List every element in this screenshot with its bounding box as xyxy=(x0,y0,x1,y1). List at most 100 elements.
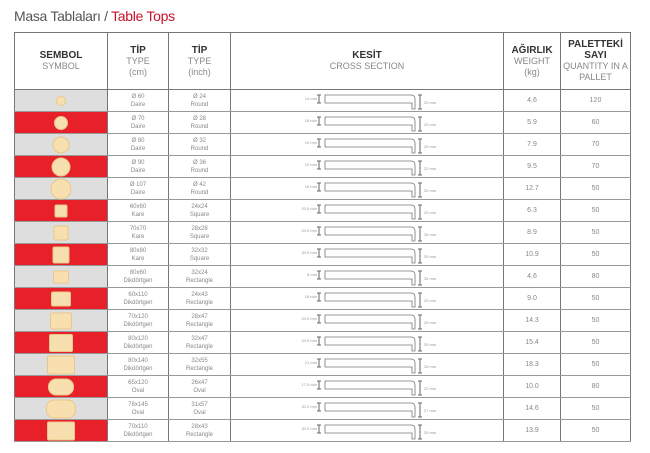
top-thickness-label: 30.2 mm xyxy=(301,404,317,409)
cross-section-drawing: 18 mm 25 mm xyxy=(305,116,437,131)
table-row: 70x120 Dikdörtgen 28x47 Rectangle 20.5 mm … xyxy=(14,309,631,332)
weight-cell: 7.9 xyxy=(503,133,561,156)
table-row: 80x60 Dikdörtgen 32x24 Rectangle 8 mm 35 m… xyxy=(14,265,631,288)
type-inch-cell: 28x28 Square xyxy=(168,221,231,244)
cross-section-drawing: 18 mm 25 mm xyxy=(305,292,437,307)
type-inch-cell: 28x43 Rectangle xyxy=(168,419,231,442)
symbol-cell xyxy=(14,375,108,398)
weight-cell: 14.6 xyxy=(503,397,561,420)
cross-section-drawing: 18 mm 30 mm xyxy=(305,182,437,197)
edge-thickness-label: 35 mm xyxy=(424,342,437,347)
top-thickness-label: 30.5 mm xyxy=(301,250,317,255)
type-cm-cell: 80x80 Kare xyxy=(107,243,169,266)
type-cm-cell: 78x145 Oval xyxy=(107,397,169,420)
top-thickness-label: 17.5 mm xyxy=(301,382,317,387)
symbol-cell xyxy=(14,265,108,288)
cross-section-cell: 30.2 mm 27 mm xyxy=(230,397,504,420)
cross-section-cell: 20.5 mm 25 mm xyxy=(230,199,504,222)
edge-thickness-label: 25 mm xyxy=(424,144,437,149)
weight-cell: 4.6 xyxy=(503,265,561,288)
cross-section-cell: 10 mm 22 mm xyxy=(230,155,504,178)
cross-section-drawing: 21 mm 28 mm xyxy=(305,358,437,373)
oval-symbol xyxy=(46,399,76,418)
weight-cell: 9.0 xyxy=(503,287,561,310)
pallet-qty-cell: 70 xyxy=(560,133,631,156)
weight-cell: 10.0 xyxy=(503,375,561,398)
cross-section-cell: 20.5 mm 25 mm xyxy=(230,309,504,332)
title-en: Table Tops xyxy=(111,8,175,24)
rect-symbol xyxy=(49,333,73,352)
top-thickness-label: 20.5 mm xyxy=(301,228,317,233)
symbol-cell xyxy=(14,353,108,376)
type-inch-cell: 32x32 Square xyxy=(168,243,231,266)
pallet-qty-cell: 50 xyxy=(560,221,631,244)
cross-section-cell: 30.2 mm 30 mm xyxy=(230,419,504,442)
type-inch-cell: Ø 42 Round xyxy=(168,177,231,200)
symbol-cell xyxy=(14,419,108,442)
weight-cell: 9.5 xyxy=(503,155,561,178)
edge-thickness-label: 30 mm xyxy=(424,188,437,193)
table-row: Ø 70 Daire Ø 28 Round 18 mm 25 mm 5.9 60 xyxy=(14,111,631,134)
table-row: 80x120 Dikdörtgen 32x47 Rectangle 20.5 mm … xyxy=(14,331,631,354)
symbol-cell xyxy=(14,111,108,134)
type-cm-cell: Ø 80 Daire xyxy=(107,133,169,156)
weight-cell: 15.4 xyxy=(503,331,561,354)
weight-cell: 10.9 xyxy=(503,243,561,266)
pallet-qty-cell: 50 xyxy=(560,353,631,376)
edge-thickness-label: 35 mm xyxy=(424,254,437,259)
cross-section-drawing: 20.5 mm 25 mm xyxy=(301,314,437,329)
top-thickness-label: 18 mm xyxy=(305,294,318,299)
type-cm-cell: Ø 70 Daire xyxy=(107,111,169,134)
cross-section-drawing: 30.5 mm 35 mm xyxy=(301,248,437,263)
pallet-qty-cell: 50 xyxy=(560,199,631,222)
table-row: 80x140 Dikdörtgen 32x55 Rectangle 21 mm 28… xyxy=(14,353,631,376)
pallet-qty-cell: 50 xyxy=(560,243,631,266)
header-symbol: SEMBOL SYMBOL xyxy=(14,32,108,90)
rect-symbol xyxy=(51,291,71,306)
symbol-cell xyxy=(14,287,108,310)
pallet-qty-cell: 50 xyxy=(560,331,631,354)
type-cm-cell: 80x60 Dikdörtgen xyxy=(107,265,169,288)
cross-section-drawing: 20.5 mm 35 mm xyxy=(301,226,437,241)
table-tops-table: SEMBOL SYMBOL TİP TYPE (cm) TİP TYPE (inch) K… xyxy=(14,32,631,442)
table-row: Ø 90 Daire Ø 36 Round 10 mm 22 mm 9.5 70 xyxy=(14,155,631,178)
cross-section-drawing: 20.5 mm 35 mm xyxy=(301,336,437,351)
type-inch-cell: 24x43 Rectangle xyxy=(168,287,231,310)
symbol-cell xyxy=(14,221,108,244)
rect-symbol xyxy=(50,312,72,329)
symbol-cell xyxy=(14,397,108,420)
edge-thickness-label: 35 mm xyxy=(424,276,437,281)
top-thickness-label: 20.5 mm xyxy=(301,206,317,211)
cross-section-cell: 18 mm 30 mm xyxy=(230,177,504,200)
cross-section-cell: 21 mm 28 mm xyxy=(230,353,504,376)
cross-section-drawing: 14 mm 25 mm xyxy=(305,94,437,109)
weight-cell: 18.3 xyxy=(503,353,561,376)
pallet-qty-cell: 50 xyxy=(560,309,631,332)
oval-symbol xyxy=(48,378,74,395)
symbol-cell xyxy=(14,309,108,332)
symbol-cell xyxy=(14,155,108,178)
cross-section-drawing: 8 mm 35 mm xyxy=(307,270,437,285)
symbol-cell xyxy=(14,89,108,112)
square-symbol xyxy=(53,225,69,240)
pallet-qty-cell: 70 xyxy=(560,155,631,178)
type-inch-cell: 31x57 Oval xyxy=(168,397,231,420)
circle-symbol xyxy=(54,115,68,130)
cross-section-cell: 20.5 mm 35 mm xyxy=(230,221,504,244)
type-cm-cell: 65x120 Oval xyxy=(107,375,169,398)
rect-symbol xyxy=(53,270,69,283)
table-row: 70x110 Dikdörtgen 28x43 Rectangle 30.2 mm … xyxy=(14,419,631,442)
cross-section-drawing: 30.2 mm 27 mm xyxy=(301,402,437,417)
type-cm-cell: Ø 90 Daire xyxy=(107,155,169,178)
table-row: 80x80 Kare 32x32 Square 30.5 mm 35 mm 10.9… xyxy=(14,243,631,266)
type-inch-cell: Ø 24 Round xyxy=(168,89,231,112)
pallet-qty-cell: 120 xyxy=(560,89,631,112)
type-inch-cell: 28x47 Rectangle xyxy=(168,309,231,332)
symbol-cell xyxy=(14,243,108,266)
circle-symbol xyxy=(56,95,66,106)
type-cm-cell: Ø 107 Daire xyxy=(107,177,169,200)
top-thickness-label: 10 mm xyxy=(305,140,318,145)
type-cm-cell: 60x60 Kare xyxy=(107,199,169,222)
type-inch-cell: Ø 32 Round xyxy=(168,133,231,156)
weight-cell: 8.9 xyxy=(503,221,561,244)
